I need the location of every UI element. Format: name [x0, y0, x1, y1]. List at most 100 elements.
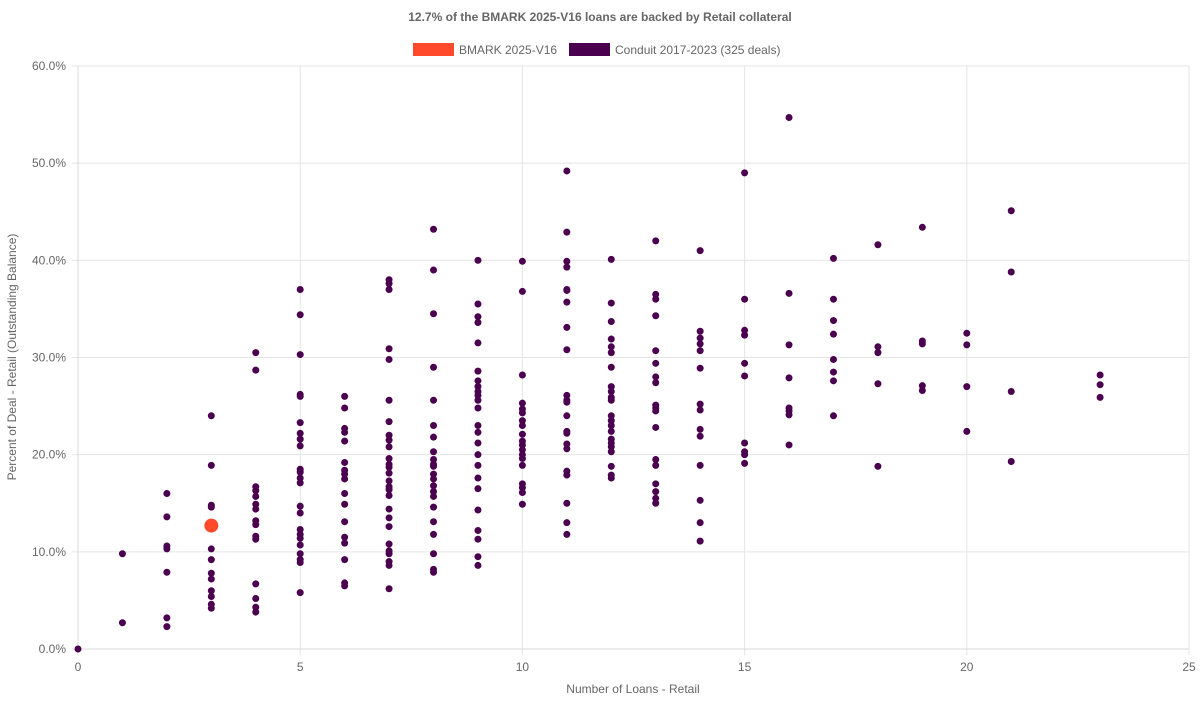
conduit-point[interactable] [607, 363, 615, 371]
conduit-point[interactable] [385, 436, 393, 444]
conduit-point[interactable] [296, 502, 304, 510]
conduit-point[interactable] [430, 225, 438, 233]
conduit-point[interactable] [430, 568, 438, 576]
conduit-point[interactable] [207, 604, 215, 612]
conduit-point[interactable] [652, 312, 660, 320]
conduit-point[interactable] [829, 330, 837, 338]
conduit-point[interactable] [607, 474, 615, 482]
conduit-point[interactable] [430, 310, 438, 318]
conduit-point[interactable] [607, 417, 615, 425]
conduit-point[interactable] [296, 479, 304, 487]
conduit-point[interactable] [518, 484, 526, 492]
conduit-point[interactable] [652, 373, 660, 381]
conduit-point[interactable] [474, 451, 482, 459]
conduit-point[interactable] [785, 341, 793, 349]
conduit-point[interactable] [474, 383, 482, 391]
conduit-point[interactable] [252, 505, 260, 513]
conduit-point[interactable] [518, 287, 526, 295]
conduit-point[interactable] [474, 339, 482, 347]
conduit-point[interactable] [474, 561, 482, 569]
conduit-point[interactable] [829, 254, 837, 262]
conduit-point[interactable] [341, 556, 349, 564]
conduit-point[interactable] [563, 440, 571, 448]
conduit-point[interactable] [474, 313, 482, 321]
conduit-point[interactable] [296, 559, 304, 567]
conduit-point[interactable] [652, 499, 660, 507]
conduit-point[interactable] [385, 396, 393, 404]
conduit-point[interactable] [518, 430, 526, 438]
conduit-point[interactable] [341, 490, 349, 498]
conduit-point[interactable] [474, 461, 482, 469]
conduit-point[interactable] [341, 518, 349, 526]
conduit-point[interactable] [963, 341, 971, 349]
conduit-point[interactable] [474, 485, 482, 493]
conduit-point[interactable] [785, 289, 793, 297]
conduit-point[interactable] [918, 223, 926, 231]
conduit-point[interactable] [341, 582, 349, 590]
conduit-point[interactable] [385, 550, 393, 558]
conduit-point[interactable] [430, 488, 438, 496]
conduit-point[interactable] [430, 503, 438, 511]
conduit-point[interactable] [518, 455, 526, 463]
conduit-point[interactable] [918, 340, 926, 348]
conduit-point[interactable] [652, 347, 660, 355]
conduit-point[interactable] [163, 490, 171, 498]
conduit-point[interactable] [296, 419, 304, 427]
conduit-point[interactable] [252, 535, 260, 543]
conduit-point[interactable] [474, 535, 482, 543]
conduit-point[interactable] [518, 461, 526, 469]
conduit-point[interactable] [296, 525, 304, 533]
conduit-point[interactable] [696, 406, 704, 414]
conduit-point[interactable] [829, 377, 837, 385]
conduit-point[interactable] [563, 519, 571, 527]
conduit-point[interactable] [296, 442, 304, 450]
conduit-point[interactable] [385, 345, 393, 353]
conduit-point[interactable] [874, 462, 882, 470]
conduit-point[interactable] [741, 326, 749, 334]
conduit-point[interactable] [296, 550, 304, 558]
conduit-point[interactable] [607, 412, 615, 420]
conduit-point[interactable] [296, 285, 304, 293]
conduit-point[interactable] [696, 496, 704, 504]
conduit-point[interactable] [430, 396, 438, 404]
conduit-point[interactable] [207, 503, 215, 511]
conduit-point[interactable] [163, 623, 171, 631]
conduit-point[interactable] [474, 256, 482, 264]
conduit-point[interactable] [963, 383, 971, 391]
conduit-point[interactable] [652, 423, 660, 431]
conduit-point[interactable] [430, 475, 438, 483]
conduit-point[interactable] [430, 518, 438, 526]
conduit-point[interactable] [385, 463, 393, 471]
conduit-point[interactable] [785, 411, 793, 419]
conduit-point[interactable] [518, 399, 526, 407]
conduit-point[interactable] [607, 422, 615, 430]
conduit-point[interactable] [563, 499, 571, 507]
conduit-point[interactable] [296, 468, 304, 476]
legend-item-conduit[interactable]: Conduit 2017-2023 (325 deals) [569, 43, 780, 57]
conduit-point[interactable] [696, 400, 704, 408]
conduit-point[interactable] [518, 417, 526, 425]
conduit-point[interactable] [652, 295, 660, 303]
conduit-point[interactable] [918, 382, 926, 390]
conduit-point[interactable] [785, 113, 793, 121]
conduit-point[interactable] [741, 459, 749, 467]
conduit-point[interactable] [518, 500, 526, 508]
conduit-point[interactable] [252, 603, 260, 611]
conduit-point[interactable] [252, 594, 260, 602]
conduit-point[interactable] [563, 228, 571, 236]
conduit-point[interactable] [563, 263, 571, 271]
conduit-point[interactable] [296, 509, 304, 517]
conduit-point[interactable] [918, 387, 926, 395]
conduit-point[interactable] [1096, 381, 1104, 389]
conduit-point[interactable] [163, 568, 171, 576]
conduit-point[interactable] [652, 494, 660, 502]
conduit-point[interactable] [563, 391, 571, 399]
conduit-point[interactable] [474, 300, 482, 308]
conduit-point[interactable] [607, 343, 615, 351]
conduit-point[interactable] [385, 443, 393, 451]
conduit-point[interactable] [563, 471, 571, 479]
conduit-point[interactable] [207, 587, 215, 595]
conduit-point[interactable] [1007, 388, 1015, 396]
conduit-point[interactable] [652, 379, 660, 387]
conduit-point[interactable] [341, 470, 349, 478]
